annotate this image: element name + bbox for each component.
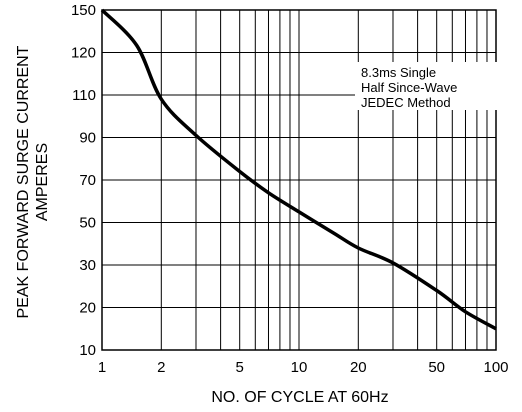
- y-tick-label: 90: [79, 130, 96, 147]
- y-tick-label: 110: [72, 87, 96, 104]
- y-tick-label: 70: [79, 172, 96, 189]
- x-tick-label: 1: [98, 359, 106, 376]
- y-tick-label: 150: [71, 2, 96, 19]
- x-tick-labels: 1 2 5 10 20 50 100: [98, 359, 509, 376]
- y-tick-label: 30: [79, 257, 96, 274]
- y-tick-label: 20: [79, 300, 96, 317]
- x-tick-label: 10: [291, 359, 308, 376]
- x-tick-label: 5: [236, 359, 244, 376]
- x-tick-label: 100: [483, 359, 508, 376]
- x-tick-label: 2: [157, 359, 165, 376]
- x-tick-label: 20: [350, 359, 367, 376]
- plot-frame: [101, 9, 497, 351]
- x-axis-label: NO. OF CYCLE AT 60Hz: [211, 389, 388, 406]
- y-axis-label-line-2: AMPERES: [34, 143, 51, 221]
- y-tick-label: 50: [79, 215, 96, 232]
- annotation-line-1: 8.3ms Single: [361, 65, 436, 80]
- y-tick-labels: 150 120 110 90 70 50 30 20 10: [71, 2, 96, 359]
- surge-curve-line: [100, 8, 497, 331]
- grid: [102, 10, 496, 350]
- y-tick-label: 120: [71, 45, 96, 62]
- y-tick-label: 10: [79, 342, 96, 359]
- x-tick-label: 50: [428, 359, 445, 376]
- annotation-box: [355, 62, 503, 110]
- annotation-line-3: JEDEC Method: [361, 95, 451, 110]
- annotation-line-2: Half Since-Wave: [361, 80, 457, 95]
- y-axis-label-line-1: PEAK FORWARD SURGE CURRENT: [15, 45, 32, 318]
